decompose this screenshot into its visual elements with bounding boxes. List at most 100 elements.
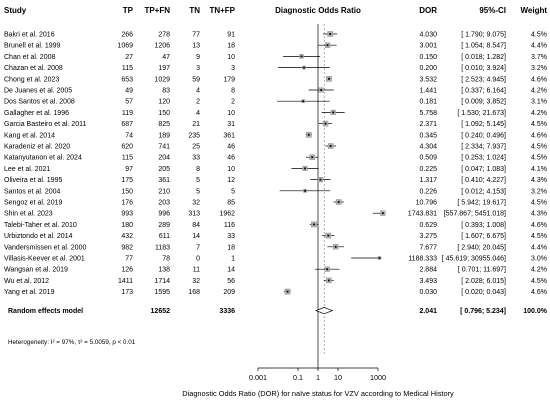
study-row: Urbiztondo et al. 2014 432 611 14 33 3.275 [ 1… bbox=[4, 232, 547, 240]
tn-value: 3 bbox=[196, 65, 200, 72]
weight-value: 4.4% bbox=[531, 244, 547, 251]
dor-value: 4.304 bbox=[419, 144, 437, 151]
header-study: Study bbox=[4, 6, 27, 15]
weight-value: 4.5% bbox=[531, 121, 547, 128]
study-point bbox=[327, 279, 330, 282]
ci-value: [ 1.607; 6.675] bbox=[461, 233, 506, 240]
weight-value: 3.2% bbox=[531, 188, 547, 195]
header-weight: Weight bbox=[520, 6, 547, 15]
study-point bbox=[328, 77, 330, 80]
weight-value: 3.0% bbox=[531, 256, 547, 263]
tnfp-value: 361 bbox=[223, 132, 235, 139]
tpfn-value: 138 bbox=[158, 267, 170, 274]
study-name: Brunell et al. 1999 bbox=[4, 43, 61, 50]
tnfp-value: 116 bbox=[224, 222, 235, 229]
tp-value: 176 bbox=[121, 200, 133, 207]
tnfp-value: 1 bbox=[231, 256, 235, 263]
study-name: Karadeniz et al. 2020 bbox=[4, 144, 70, 151]
dor-value: 2.884 bbox=[419, 267, 437, 274]
tn-value: 5 bbox=[196, 188, 200, 195]
tn-value: 33 bbox=[192, 155, 200, 162]
tpfn-value: 1206 bbox=[154, 43, 170, 50]
tp-value: 74 bbox=[125, 132, 133, 139]
ci-value: [ 1.790; 9.075] bbox=[461, 32, 506, 39]
ci-value: [ 0.010; 3.924] bbox=[461, 65, 506, 72]
tn-value: 32 bbox=[192, 200, 200, 207]
pooled-tpfn: 12652 bbox=[151, 308, 171, 315]
study-point bbox=[311, 156, 314, 159]
weight-value: 4.6% bbox=[531, 222, 547, 229]
tpfn-value: 825 bbox=[158, 121, 170, 128]
dor-value: 1743.831 bbox=[408, 211, 437, 218]
tp-value: 77 bbox=[125, 256, 133, 263]
ci-value: [ 1.092; 5.145] bbox=[461, 121, 506, 128]
study-row: Chong et al. 2023 653 1029 59 179 3.532 [ 2.52… bbox=[4, 75, 547, 83]
tp-value: 57 bbox=[125, 99, 133, 106]
study-row: Lee et al. 2021 97 205 8 10 0.225 [ 0.047; 1.0… bbox=[4, 166, 547, 173]
tp-value: 993 bbox=[121, 211, 133, 218]
dor-value: 0.200 bbox=[419, 65, 437, 72]
tn-value: 313 bbox=[188, 211, 200, 218]
heterogeneity-text: Heterogeneity: I² = 97%, τ² = 5.0059, p … bbox=[8, 339, 136, 346]
tnfp-value: 5 bbox=[231, 188, 235, 195]
study-name: Kang et al. 2014 bbox=[4, 132, 55, 139]
study-row: Gallagher et al. 1996 119 150 4 10 5.758 [ 1.5… bbox=[4, 109, 547, 117]
weight-value: 4.6% bbox=[531, 289, 547, 296]
x-axis-label: Diagnostic Odds Ratio (DOR) for naïve st… bbox=[182, 389, 454, 398]
dor-value: 7.677 bbox=[419, 244, 437, 251]
tpfn-value: 189 bbox=[158, 132, 170, 139]
study-name: Villasis-Keever et al. 2001 bbox=[4, 256, 85, 263]
weight-value: 4.5% bbox=[531, 200, 547, 207]
weight-value: 4.5% bbox=[531, 144, 547, 151]
tn-value: 9 bbox=[196, 54, 200, 61]
study-point bbox=[304, 189, 306, 192]
study-point bbox=[326, 268, 329, 271]
study-name: Gallagher et al. 1996 bbox=[4, 110, 69, 117]
tpfn-value: 1714 bbox=[154, 278, 170, 285]
tp-value: 687 bbox=[121, 121, 133, 128]
tpfn-value: 289 bbox=[158, 222, 170, 229]
tn-value: 77 bbox=[192, 32, 200, 39]
tp-value: 27 bbox=[125, 54, 133, 61]
tnfp-value: 3 bbox=[231, 65, 235, 72]
study-point bbox=[302, 100, 305, 103]
ci-value: [ 1.530; 21.673] bbox=[457, 110, 506, 117]
study-point bbox=[324, 122, 327, 125]
tn-value: 21 bbox=[192, 121, 200, 128]
study-row: Sengoz et al. 2019 176 203 32 85 10.796 [ 5.94… bbox=[4, 199, 547, 207]
study-point bbox=[327, 234, 330, 237]
tp-value: 173 bbox=[121, 289, 133, 296]
header-tn: TN bbox=[189, 6, 200, 15]
dor-value: 3.532 bbox=[419, 76, 437, 83]
ci-value: [557.867; 5451.018] bbox=[444, 211, 506, 218]
weight-value: 4.6% bbox=[531, 132, 547, 139]
dor-value: 1.441 bbox=[419, 88, 437, 95]
study-point bbox=[319, 178, 322, 181]
pooled-ci: [ 0.796; 5.234] bbox=[460, 308, 506, 315]
x-tick-label: 0.1 bbox=[293, 373, 303, 382]
dor-value: 1188.333 bbox=[408, 256, 437, 263]
x-axis: 0.001 0.1 1 10 1000 bbox=[249, 367, 386, 382]
study-name: Wu et al. 2012 bbox=[4, 278, 49, 285]
weight-value: 3.2% bbox=[531, 65, 547, 72]
dor-value: 0.345 bbox=[419, 132, 437, 139]
tp-value: 432 bbox=[121, 233, 133, 240]
tp-value: 653 bbox=[121, 76, 133, 83]
study-row: Wangsan et al. 2019 126 138 11 14 2.884 [ 0.70… bbox=[4, 266, 547, 274]
header-plot: Diagnostic Odds Ratio bbox=[275, 6, 361, 15]
dor-value: 3.275 bbox=[419, 233, 437, 240]
pooled-dor: 2.041 bbox=[419, 308, 437, 315]
study-point bbox=[300, 55, 303, 58]
tp-value: 150 bbox=[121, 188, 133, 195]
tnfp-value: 46 bbox=[227, 144, 235, 151]
study-name: Oliveira et al. 1995 bbox=[4, 177, 62, 184]
ci-value: [ 0.012; 4.153] bbox=[461, 188, 506, 195]
study-point bbox=[329, 145, 332, 147]
tp-value: 180 bbox=[121, 222, 133, 229]
tnfp-value: 12 bbox=[227, 177, 235, 184]
pooled-row: Random effects model 12652 3336 2.041 [ 0.79… bbox=[8, 307, 548, 315]
study-point bbox=[337, 201, 340, 203]
tnfp-value: 56 bbox=[227, 278, 235, 285]
ci-value: [ 0.018; 1.282] bbox=[461, 54, 506, 61]
tpfn-value: 611 bbox=[159, 233, 170, 240]
